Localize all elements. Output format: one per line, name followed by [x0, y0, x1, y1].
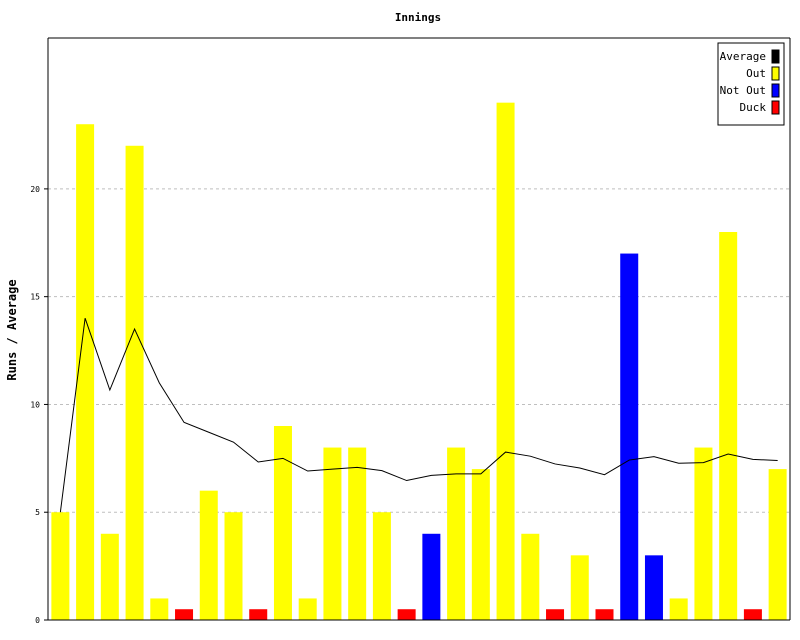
bar-not-out [644, 555, 663, 620]
bar-series [51, 102, 787, 621]
bar-duck [175, 609, 194, 620]
gridlines [48, 188, 790, 513]
legend-swatch-not-out [771, 83, 780, 98]
y-tick-label: 0 [35, 616, 40, 625]
legend-swatch-duck [771, 100, 780, 115]
y-tick-label: 5 [35, 508, 40, 517]
legend-label-duck: Duck [740, 101, 767, 114]
bar-out [150, 598, 169, 620]
axes: 0 5 10 15 20 [30, 37, 791, 625]
bar-out [471, 469, 490, 620]
bar-out [323, 447, 342, 620]
bar-out [521, 533, 540, 620]
bar-duck [743, 609, 762, 620]
bar-not-out [422, 533, 441, 620]
legend-swatch-out [771, 66, 780, 81]
bar-out [372, 512, 391, 620]
bar-out [100, 533, 119, 620]
bar-out [76, 124, 95, 620]
average-line-layer [59, 318, 778, 513]
y-axis-label: Runs / Average [5, 279, 19, 380]
bar-duck [595, 609, 614, 620]
y-tick-label: 20 [30, 185, 40, 194]
bar-out [273, 426, 292, 620]
bar-out [51, 512, 70, 620]
bar-duck [249, 609, 268, 620]
bar-out [125, 145, 144, 620]
bar-not-out [620, 253, 639, 621]
legend-swatch-average [771, 49, 780, 64]
bar-out [768, 469, 787, 620]
bar-out [348, 447, 367, 620]
bar-out [447, 447, 466, 620]
legend-label-not-out: Not Out [720, 84, 766, 97]
bar-out [199, 490, 218, 620]
average-line [59, 318, 778, 513]
bar-out [719, 232, 738, 620]
y-tick-label: 15 [30, 293, 40, 302]
bar-duck [546, 609, 565, 620]
bar-out [669, 598, 688, 620]
bar-out [224, 512, 243, 620]
bar-duck [397, 609, 416, 620]
bar-out [298, 598, 317, 620]
bar-out [496, 102, 515, 620]
y-tick-label: 10 [30, 400, 40, 409]
legend: Average Out Not Out Duck [717, 42, 785, 126]
bar-out [694, 447, 713, 620]
chart-title: Innings [395, 11, 441, 24]
bar-out [570, 555, 589, 620]
legend-label-out: Out [746, 67, 766, 80]
legend-label-average: Average [720, 50, 766, 63]
